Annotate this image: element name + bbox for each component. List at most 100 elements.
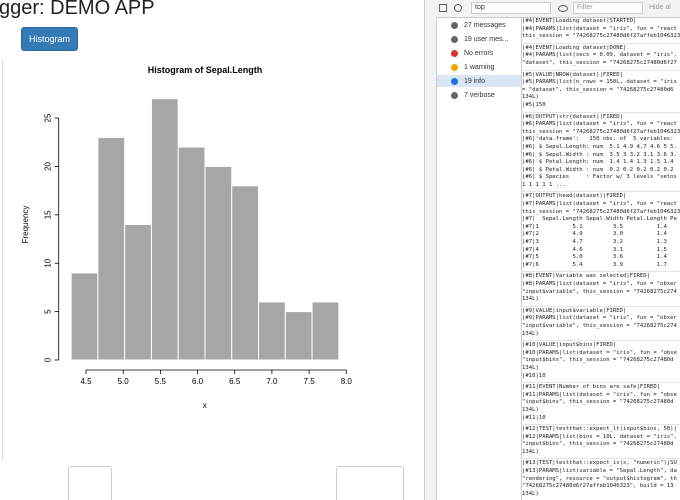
log-group: |#9|VALUE|input$variable|FIRED| |#9|PARAM… [521, 307, 680, 342]
log-line: |#6| $ Petal.Width : num 0.2 0.2 0.2 0.2… [522, 166, 674, 173]
log-line: 134L) [522, 364, 539, 371]
log-line: this_session = "74268275c27480d6f27affeb… [522, 208, 680, 215]
log-line: |#12|TEST|testthat::expect_lt(input$bins… [522, 426, 677, 433]
log-line: |#10|PARAMS|list(dataset = "iris", fun =… [522, 349, 677, 356]
log-line: |#7|3 4.7 3.2 1.3 [522, 239, 667, 246]
log-line: "input$variable", this_session = "742682… [522, 322, 677, 329]
log-line: |#5|PARAMS|list(n_rows = 150L, dataset =… [522, 79, 677, 86]
log-group: |#5|VALUE|NROW(dataset)|FIRED| |#5|PARAMS… [521, 71, 680, 113]
y-tick-label: 15 [44, 210, 53, 219]
log-line: |#8|EVENT|Variable was selected|FIRED| [522, 273, 650, 280]
hide-all[interactable]: Hide al [649, 4, 671, 11]
x-tick-label: 6.0 [192, 377, 204, 386]
sidebar-item[interactable]: 7 verbose [437, 89, 521, 101]
log-group: |#4|EVENT|Loading dataset|DONE| |#4|PARAM… [521, 44, 680, 71]
log-line: 134L) [522, 330, 539, 337]
x-tick-label: 4.5 [80, 377, 92, 386]
app-title: gger: DEMO APP [0, 0, 155, 19]
log-line: |#6|'data.frame': 150 obs. of 5 variable… [522, 136, 674, 143]
sidebar-item[interactable]: 1 warning [437, 61, 521, 73]
log-group: |#10|VALUE|input$bins|FIRED| |#10|PARAMS|… [521, 341, 680, 384]
panel-border [2, 60, 3, 460]
log-line: |#7|2 4.9 3.0 1.4 [522, 231, 667, 238]
console-sidebar: 27 messages 19 user mes... No errors 1 warn… [437, 17, 522, 500]
sidebar-icon [451, 35, 458, 43]
log-group: |#12|TEST|testthat::expect_lt(input$bins… [521, 425, 680, 460]
bottom-box [336, 466, 404, 500]
log-line: |#6| $ Petal.Length: num 1.4 1.4 1.3 1.5… [522, 159, 674, 166]
log-line: |#7|4 4.6 3.1 1.5 [522, 246, 667, 253]
log-group: |#13|TEST|testthat::expect_is(x, "numeri… [521, 459, 680, 500]
eye-icon[interactable] [558, 5, 568, 12]
filter-input[interactable]: Filter [573, 2, 643, 14]
log-line: |#5|VALUE|NROW(dataset)|FIRED| [522, 71, 624, 78]
x-tick-label: 7.0 [266, 377, 278, 386]
log-line: |#7| Sepal.Length Sepal.Width Petal.Leng… [522, 216, 677, 223]
log-line: this_session = "74268275c27480d6f27affeb… [522, 128, 680, 135]
y-tick-label: 10 [44, 258, 53, 267]
sidebar-item[interactable]: No errors [437, 47, 521, 59]
y-tick-label: 0 [44, 357, 53, 362]
bar [311, 301, 340, 361]
log-line: "input$bins", this_session = "74268275c2… [522, 399, 674, 406]
bar [231, 185, 260, 361]
bar [284, 311, 313, 361]
log-group: |#4|EVENT|Loading dataset|STARTED| |#4|PA… [521, 17, 680, 44]
bar [150, 98, 179, 361]
x-tick-label: 8.0 [341, 377, 353, 386]
toolbar-icon[interactable] [439, 4, 447, 12]
sidebar-label: 19 info [464, 77, 486, 85]
log-line: "dataset", this_session = "74268275c2748… [522, 59, 677, 66]
bar [204, 165, 233, 361]
histogram-plot: Histogram of Sepal.Length 4.5 5.0 5.5 6.0 6.5… [21, 65, 353, 410]
y-axis-label: Frequency [21, 206, 30, 244]
x-tick-label: 6.5 [229, 377, 241, 386]
sidebar-item[interactable]: 19 user mes... [437, 33, 521, 45]
log-line: |#9|VALUE|input$variable|FIRED| [522, 307, 627, 314]
bar [97, 136, 126, 361]
log-line: "input$bins", this_session = "74268275c2… [522, 357, 674, 364]
log-line: |#6|PARAMS|list(dataset = "iris", fun = … [522, 121, 677, 128]
log-line: |#13|PARAMS|list(variable = "Sepal.Lengt… [522, 468, 677, 475]
log-line: this_session = "74268275c27480d6f27affeb… [522, 33, 680, 40]
sidebar-label: 27 messages [464, 21, 506, 29]
log-line: |#6| $ Sepal.Length: num 5.1 4.9 4.7 4.6… [522, 143, 677, 150]
log-line: 1 1 1 1 1 ... [522, 181, 566, 188]
console-toolbar: top Filter Hide al [425, 0, 680, 18]
shiny-app: gger: DEMO APP Histogram Histogram of Se… [0, 0, 404, 500]
sidebar-icon [451, 49, 458, 57]
sidebar-label: 7 verbose [464, 91, 495, 99]
log-line: |#7|1 5.1 3.5 1.4 [522, 223, 667, 230]
log-line: |#10|VALUE|input$bins|FIRED| [522, 342, 617, 349]
chart-title: Histogram of Sepal.Length [148, 65, 263, 75]
log-line: "rendering", resource = "output$histogra… [522, 475, 677, 482]
log-group: |#6|OUTPUT|str(dataset)|FIRED| |#6|PARAMS… [521, 113, 680, 193]
sidebar-label: No errors [464, 49, 494, 57]
log-line: |#7|5 5.0 3.6 1.4 [522, 254, 667, 261]
toolbar-icon[interactable] [454, 4, 462, 12]
log-line: |#6| $ Sepal.Width : num 3.5 3 3.2 3.1 3… [522, 151, 677, 158]
x-tick-label: 7.5 [304, 377, 316, 386]
bar [177, 146, 206, 361]
log-line: |#7|OUTPUT|head(dataset)|FIRED| [522, 193, 627, 200]
icon-column [425, 17, 437, 500]
sidebar-icon [451, 21, 458, 29]
histogram-button[interactable]: Histogram [21, 27, 78, 51]
log-line: 134L) [522, 296, 539, 303]
context-select[interactable]: top [471, 2, 551, 14]
log-line: |#10|10 [522, 372, 546, 379]
log-line: "input$variable", this_session = "742682… [522, 288, 677, 295]
y-tick-label: 25 [44, 113, 53, 122]
sidebar-item[interactable]: 19 info [437, 75, 521, 87]
y-tick-label: 5 [44, 309, 53, 314]
bar [124, 224, 152, 361]
sidebar-item[interactable]: 27 messages [437, 19, 521, 31]
x-tick-label: 5.5 [155, 377, 167, 386]
sidebar-icon [451, 63, 458, 71]
log-line: "input$bins", this_session = "74268275c2… [522, 441, 674, 448]
log-line: 134L) [522, 490, 539, 497]
log-line: |#7|PARAMS|list(dataset = "iris", fun = … [522, 201, 677, 208]
log-line: |#12|PARAMS|list(bins = 10L, dataset = "… [522, 433, 677, 440]
bar [70, 272, 99, 361]
